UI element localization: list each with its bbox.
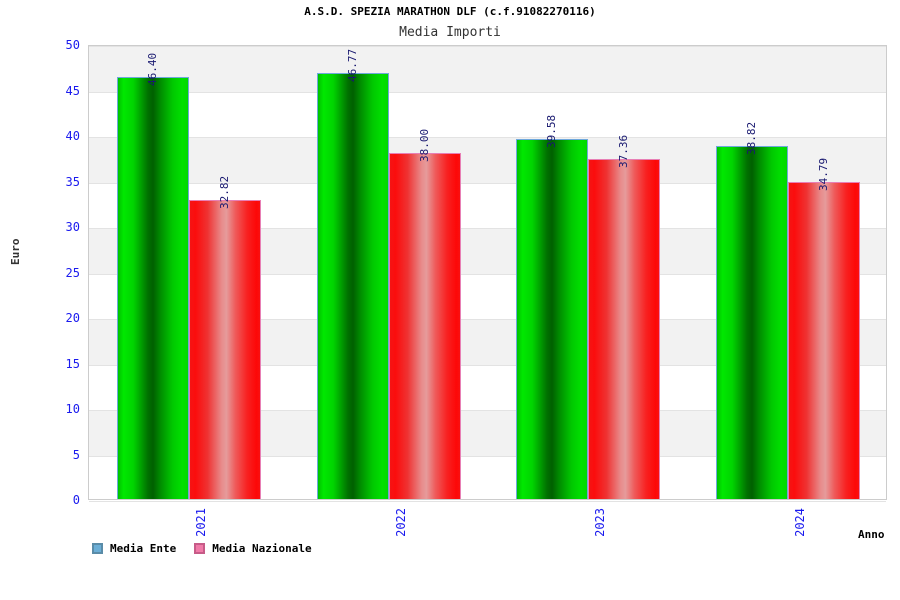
value-label: 46.40 <box>145 52 159 86</box>
legend-swatch-icon <box>194 543 206 554</box>
y-tick-label: 30 <box>65 220 80 234</box>
value-label: 32.82 <box>217 176 231 210</box>
gridline <box>89 182 886 184</box>
y-tick-label: 5 <box>72 447 80 462</box>
y-tick-label: 45 <box>65 83 80 98</box>
bar-2024-media-nazionale[interactable] <box>788 182 861 499</box>
bar-2021-media-nazionale[interactable] <box>188 200 261 499</box>
gridline <box>89 410 886 411</box>
x-tick-label-2023: 2023 <box>593 508 608 537</box>
gridline <box>89 273 886 275</box>
x-tick-label-2021: 2021 <box>193 508 208 537</box>
gridline <box>89 501 886 502</box>
y-tick-label: 20 <box>65 311 80 325</box>
value-label: 37.36 <box>617 134 631 169</box>
y-tick-label: 40 <box>65 129 80 143</box>
chart-legend: Media Ente Media Nazionale <box>92 542 312 555</box>
x-tick-label-2022: 2022 <box>393 508 408 537</box>
legend-swatch-icon <box>92 543 103 554</box>
bar-2022-media-ente[interactable] <box>316 73 389 499</box>
gridline <box>89 137 886 138</box>
gridline <box>89 455 886 457</box>
gridline <box>89 91 886 93</box>
gridline <box>89 364 886 366</box>
value-label: 38.82 <box>745 121 759 155</box>
y-tick-label: 35 <box>65 174 80 189</box>
legend-label: Media Nazionale <box>212 542 312 555</box>
legend-label: Media Ente <box>110 542 177 555</box>
bar-2021-media-ente[interactable] <box>116 76 189 499</box>
chart-subtitle: Media Importi <box>399 25 501 40</box>
bar-2022-media-nazionale[interactable] <box>388 153 461 499</box>
bar-2024-media-ente[interactable] <box>716 145 789 499</box>
chart-title: A.S.D. SPEZIA MARATHON DLF (c.f.91082270… <box>304 5 596 18</box>
legend-item-media-ente[interactable]: Media Ente <box>92 542 176 555</box>
y-tick-label: 25 <box>65 265 80 280</box>
y-axis-title: Euro <box>9 238 22 266</box>
x-tick-label-2024: 2024 <box>793 508 808 537</box>
gridline <box>89 46 886 47</box>
plot-band <box>89 46 886 92</box>
value-label: 46.77 <box>345 49 359 83</box>
value-label: 38.00 <box>417 129 431 163</box>
x-axis-title: Anno <box>858 528 885 541</box>
bar-2023-media-nazionale[interactable] <box>588 159 661 499</box>
y-tick-label: 15 <box>65 356 80 371</box>
value-label: 34.79 <box>817 158 831 192</box>
value-label: 39.58 <box>545 114 559 148</box>
gridline <box>89 319 886 320</box>
bar-2023-media-ente[interactable] <box>516 138 589 499</box>
y-tick-label: 10 <box>65 402 80 416</box>
y-tick-label: 50 <box>65 38 80 52</box>
plot-area: 46.40 32.82 46.77 38.00 39.58 37.36 38.82 34.79 <box>88 45 887 502</box>
y-tick-label: 0 <box>72 493 80 507</box>
legend-item-media-nazionale[interactable]: Media Nazionale <box>194 542 312 555</box>
gridline <box>89 228 886 229</box>
